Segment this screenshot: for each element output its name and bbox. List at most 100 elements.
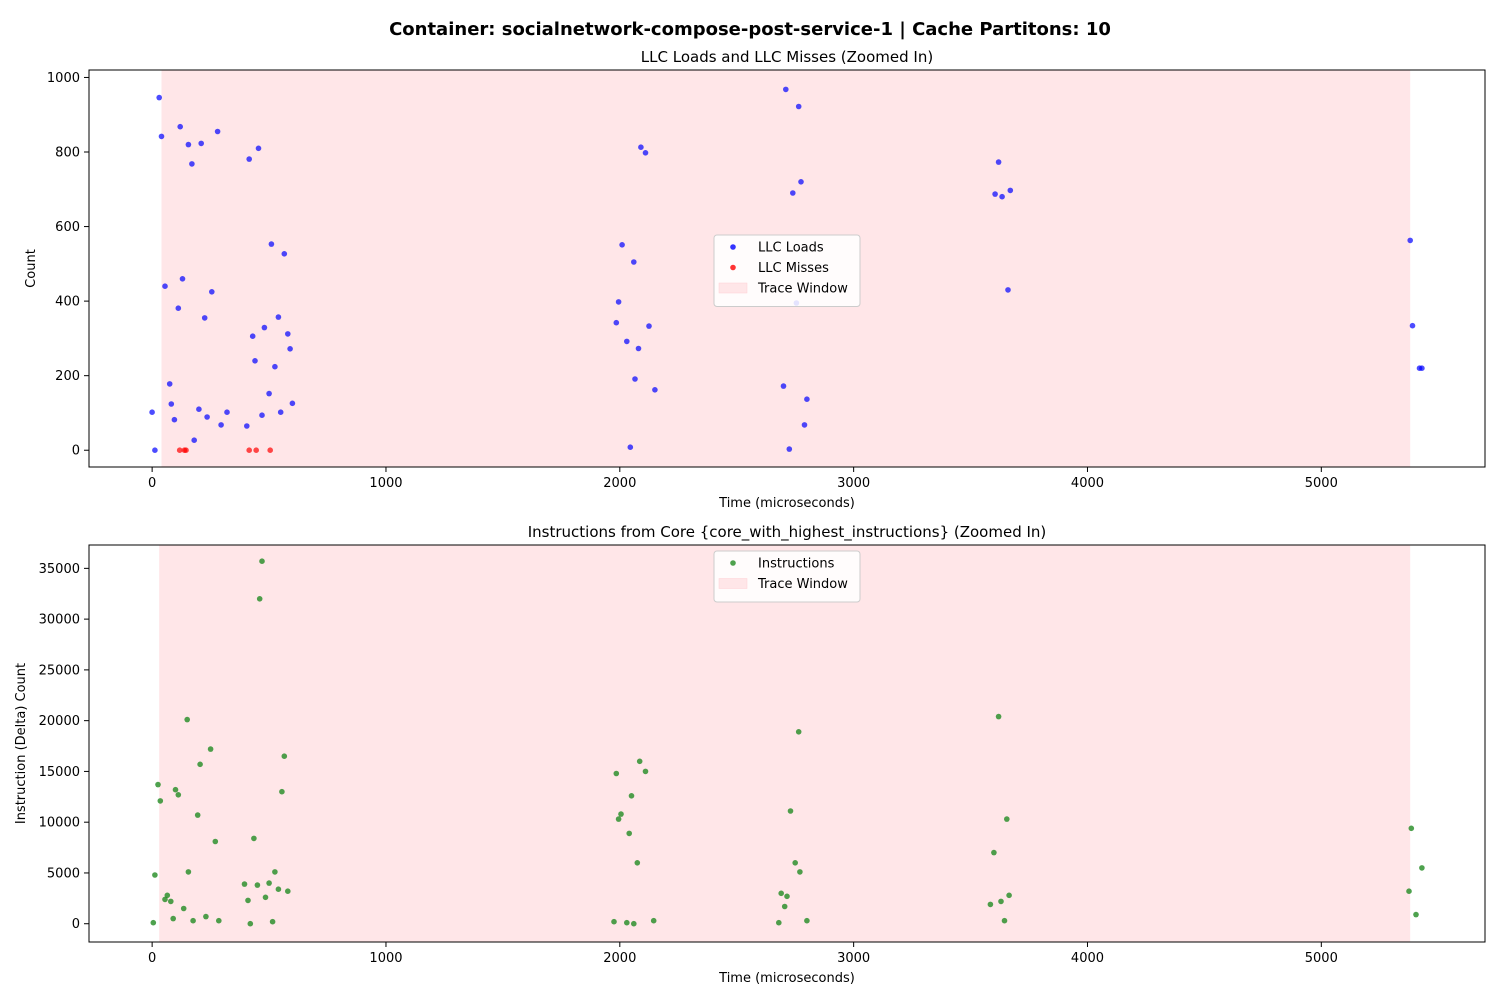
llc-point	[272, 363, 278, 370]
instr-point	[995, 713, 1002, 720]
instr-point	[152, 872, 158, 878]
instr-legend-marker	[730, 560, 736, 566]
instr-ylabel: Instruction (Delta) Count	[14, 663, 29, 824]
llc-point	[627, 444, 634, 451]
llc-point	[255, 145, 262, 152]
llc-point	[1007, 187, 1014, 194]
llc-point	[168, 401, 175, 407]
llc-point	[183, 447, 189, 454]
llc-xtick-label: 2000	[603, 476, 636, 491]
instr-point	[262, 894, 269, 901]
llc-point	[191, 437, 197, 444]
instr-point	[168, 898, 174, 905]
instr-point	[170, 915, 176, 922]
instr-ytick-label: 25000	[39, 663, 80, 678]
instr-legend-label: Instructions	[758, 557, 835, 572]
llc-point	[152, 447, 158, 454]
instr-point	[628, 793, 635, 799]
llc-point	[780, 383, 787, 389]
llc-point	[1409, 322, 1416, 329]
llc-point	[201, 315, 208, 321]
instr-point	[172, 786, 179, 793]
instr-point	[781, 903, 788, 910]
llc-point	[218, 422, 224, 428]
instr-point	[256, 596, 263, 602]
llc-point	[185, 141, 192, 148]
llc-point	[268, 241, 275, 247]
instructions-axes: 0 1000 2000 3000 4000 5000 0 5000 10000 15000 2000…	[14, 523, 1486, 986]
instr-point	[797, 869, 803, 875]
llc-title: LLC Loads and LLC Misses (Zoomed In)	[641, 48, 933, 66]
llc-axes-frame	[88, 69, 1486, 468]
instr-point	[281, 753, 288, 759]
instr-point	[642, 768, 649, 775]
llc-point	[652, 387, 658, 393]
llc-xtick-label: 1000	[369, 476, 402, 491]
instr-xtick-label: 3000	[837, 951, 870, 966]
instr-point	[259, 558, 265, 564]
instr-title: Instructions from Core {core_with_highes…	[528, 523, 1047, 542]
instr-ytick-label: 5000	[47, 866, 80, 881]
llc-legend-swatch	[718, 282, 748, 294]
llc-point	[162, 283, 168, 290]
llc-point	[209, 289, 215, 295]
llc-legend-marker	[730, 244, 736, 250]
instr-legend-label: Trace Window	[757, 577, 848, 592]
llc-point	[1407, 237, 1413, 244]
instr-point	[272, 869, 278, 875]
instr-point	[624, 919, 630, 926]
llc-point	[198, 140, 204, 147]
instr-point	[162, 896, 168, 903]
llc-point	[786, 446, 793, 452]
instr-ytick-label: 10000	[39, 816, 80, 831]
instr-point	[150, 919, 157, 926]
instr-xtick-label: 1000	[369, 951, 402, 966]
instr-point	[795, 729, 802, 735]
llc-point	[176, 447, 183, 454]
llc-point	[1005, 287, 1011, 293]
llc-point	[277, 409, 284, 416]
llc-point	[204, 414, 210, 420]
instr-point	[285, 888, 291, 894]
llc-legend: LLC Loads LLC Misses Trace Window	[713, 234, 861, 307]
instr-point	[157, 798, 164, 804]
llc-point	[259, 412, 265, 419]
llc-point	[804, 396, 810, 403]
llc-point	[795, 103, 802, 110]
instr-point	[636, 758, 643, 765]
llc-ytick-label: 200	[55, 369, 80, 384]
llc-point	[246, 447, 252, 454]
instr-point	[615, 816, 622, 822]
instr-point	[611, 918, 617, 925]
llc-point	[189, 161, 195, 167]
llc-point	[149, 409, 155, 416]
llc-point	[177, 123, 183, 130]
llc-point	[244, 423, 250, 429]
instr-point	[776, 919, 782, 926]
instr-point	[175, 792, 182, 798]
instr-point	[1408, 825, 1415, 832]
llc-ytick-label: 0	[72, 444, 80, 459]
instr-point	[254, 882, 261, 888]
instr-legend: Instructions Trace Window	[713, 550, 861, 603]
instr-point	[216, 917, 222, 924]
instr-point	[626, 830, 632, 837]
instr-point	[631, 920, 637, 927]
llc-point	[158, 133, 165, 140]
instr-point	[247, 920, 254, 927]
figure-title: Container: socialnetwork-compose-post-se…	[389, 19, 1111, 40]
llc-xtick-label: 4000	[1071, 476, 1104, 491]
llc-point	[252, 358, 258, 364]
instr-point	[1419, 865, 1425, 871]
llc-legend-label: Trace Window	[757, 282, 848, 297]
llc-point	[285, 331, 291, 337]
llc-point	[619, 242, 625, 248]
instr-ytick-label: 20000	[39, 714, 80, 729]
instr-xtick-label: 2000	[603, 951, 636, 966]
llc-point	[224, 409, 230, 416]
llc-point	[642, 150, 649, 156]
instr-point	[787, 808, 794, 814]
instr-point	[164, 892, 171, 899]
instr-point	[180, 905, 187, 912]
